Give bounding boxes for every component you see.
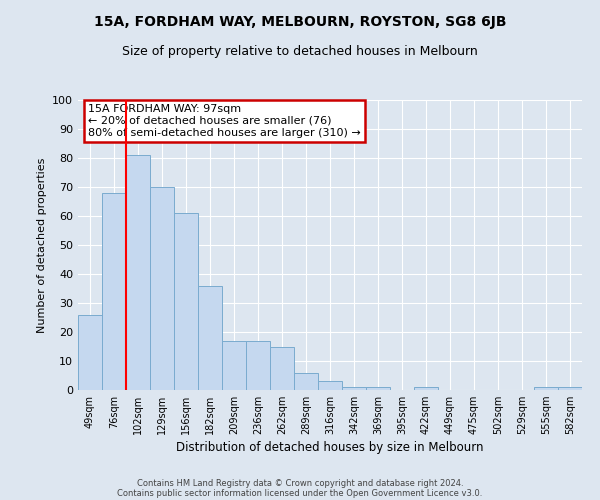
Bar [246,340,270,390]
Bar [342,387,366,390]
Bar [414,387,438,390]
Bar [78,314,102,390]
Y-axis label: Number of detached properties: Number of detached properties [37,158,47,332]
Bar [534,387,558,390]
Bar [318,382,342,390]
Bar [198,286,222,390]
Bar [270,346,294,390]
Bar [558,387,582,390]
Bar [366,387,390,390]
Bar [222,340,246,390]
Bar [174,213,198,390]
Text: Size of property relative to detached houses in Melbourn: Size of property relative to detached ho… [122,45,478,58]
Bar [294,372,318,390]
Text: Contains HM Land Registry data © Crown copyright and database right 2024.: Contains HM Land Registry data © Crown c… [137,478,463,488]
Text: 15A, FORDHAM WAY, MELBOURN, ROYSTON, SG8 6JB: 15A, FORDHAM WAY, MELBOURN, ROYSTON, SG8… [94,15,506,29]
X-axis label: Distribution of detached houses by size in Melbourn: Distribution of detached houses by size … [176,442,484,454]
Bar [150,187,174,390]
Bar [102,193,126,390]
Text: Contains public sector information licensed under the Open Government Licence v3: Contains public sector information licen… [118,488,482,498]
Text: 15A FORDHAM WAY: 97sqm
← 20% of detached houses are smaller (76)
80% of semi-det: 15A FORDHAM WAY: 97sqm ← 20% of detached… [88,104,361,138]
Bar [126,155,150,390]
